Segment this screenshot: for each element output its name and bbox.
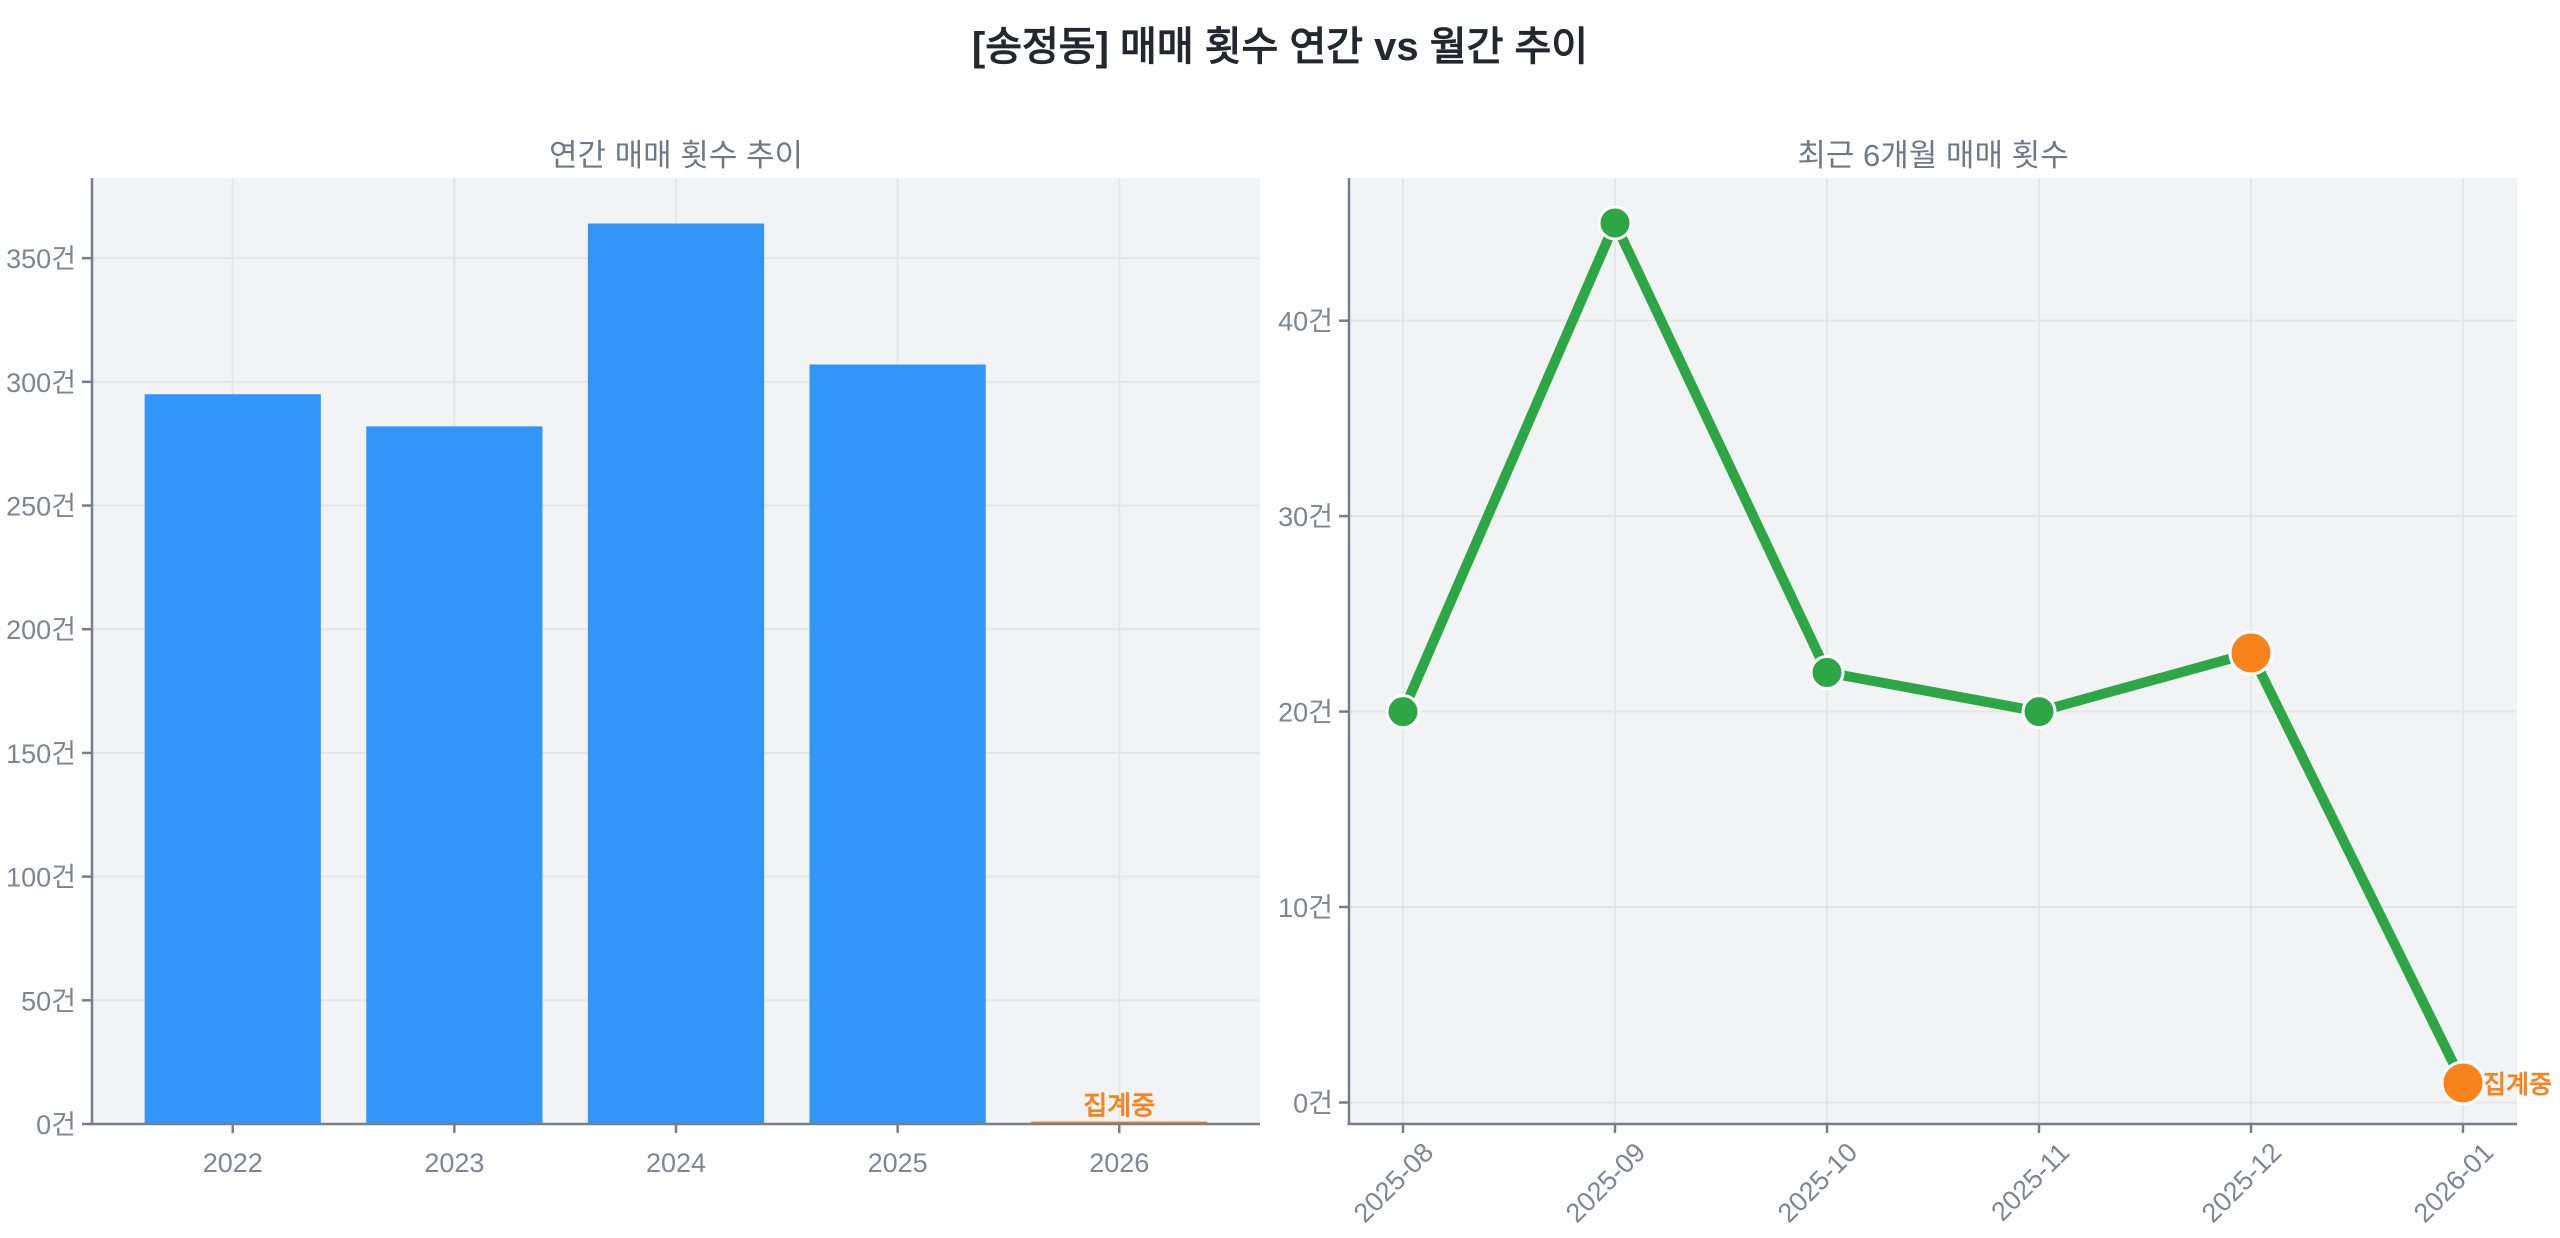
pending-annotation: 집계중 <box>2483 1071 2552 1099</box>
data-point-2025-09 <box>1597 205 1633 241</box>
yearly-bar-chart: 0건 50건 100건 150건 200건 250건 300건 350건 2022 2023 202… <box>6 178 1260 1178</box>
data-point-2025-10 <box>1809 655 1845 690</box>
yearly-plot-area: 0건 50건 100건 150건 200건 250건 300건 350건 2022 2023 202… <box>6 178 1260 1178</box>
bar-2022 <box>144 394 321 1124</box>
x-tick-label: 2025-12 <box>2196 1137 2287 1228</box>
y-tick-label: 0건 <box>1293 1089 1333 1119</box>
data-point-2025-11 <box>2021 694 2057 730</box>
x-tick-label: 2022 <box>203 1148 263 1178</box>
y-tick-label: 100건 <box>6 863 76 893</box>
y-tick-label: 350건 <box>6 244 76 274</box>
pending-annotation: 집계중 <box>1083 1091 1155 1121</box>
y-tick-label: 50건 <box>21 986 76 1016</box>
y-tick-label: 200건 <box>6 615 76 645</box>
y-tick-label: 0건 <box>36 1110 76 1140</box>
x-tick-label: 2023 <box>424 1148 484 1178</box>
bar-2024 <box>587 223 765 1125</box>
y-tick-label: 300건 <box>6 368 76 398</box>
page-title: [송정동] 매매 횟수 연간 vs 월간 추이 <box>971 25 1589 69</box>
x-tick-label: 2026 <box>1089 1148 1149 1178</box>
x-tick-label: 2024 <box>646 1148 706 1178</box>
data-point-2025-08 <box>1385 694 1421 730</box>
monthly-plot-area: 집계중 0건 10건 20건 30건 40건 2025-08 2025-09 2025-10 20… <box>1278 178 2552 1228</box>
x-tick-label: 2025-11 <box>1985 1137 2075 1227</box>
y-tick-label: 250건 <box>6 492 76 522</box>
y-tick-label: 20건 <box>1278 698 1333 728</box>
bar-2025 <box>809 364 986 1124</box>
x-tick-label: 2025-08 <box>1348 1137 1439 1228</box>
trend-line <box>1398 217 2468 1088</box>
bar-2023 <box>366 426 543 1124</box>
monthly-line-chart: 집계중 0건 10건 20건 30건 40건 2025-08 2025-09 2025-10 20… <box>1278 178 2552 1228</box>
x-tick-label: 2025-10 <box>1772 1137 1863 1228</box>
y-tick-label: 150건 <box>6 739 76 769</box>
data-point-2026-01 <box>2440 1060 2486 1106</box>
data-point-2025-12 <box>2228 630 2274 676</box>
y-tick-label: 30건 <box>1278 502 1333 532</box>
x-tick-label: 2025 <box>868 1148 928 1178</box>
plot-background <box>1349 178 2517 1124</box>
monthly-chart-title: 최근 6개월 매매 횟수 <box>1797 138 2069 173</box>
x-tick-label: 2025-09 <box>1560 1137 1651 1228</box>
y-tick-label: 40건 <box>1278 307 1333 337</box>
x-tick-label: 2026-01 <box>2408 1137 2499 1228</box>
yearly-chart-title: 연간 매매 횟수 추이 <box>549 138 803 173</box>
y-tick-label: 10건 <box>1278 893 1333 923</box>
